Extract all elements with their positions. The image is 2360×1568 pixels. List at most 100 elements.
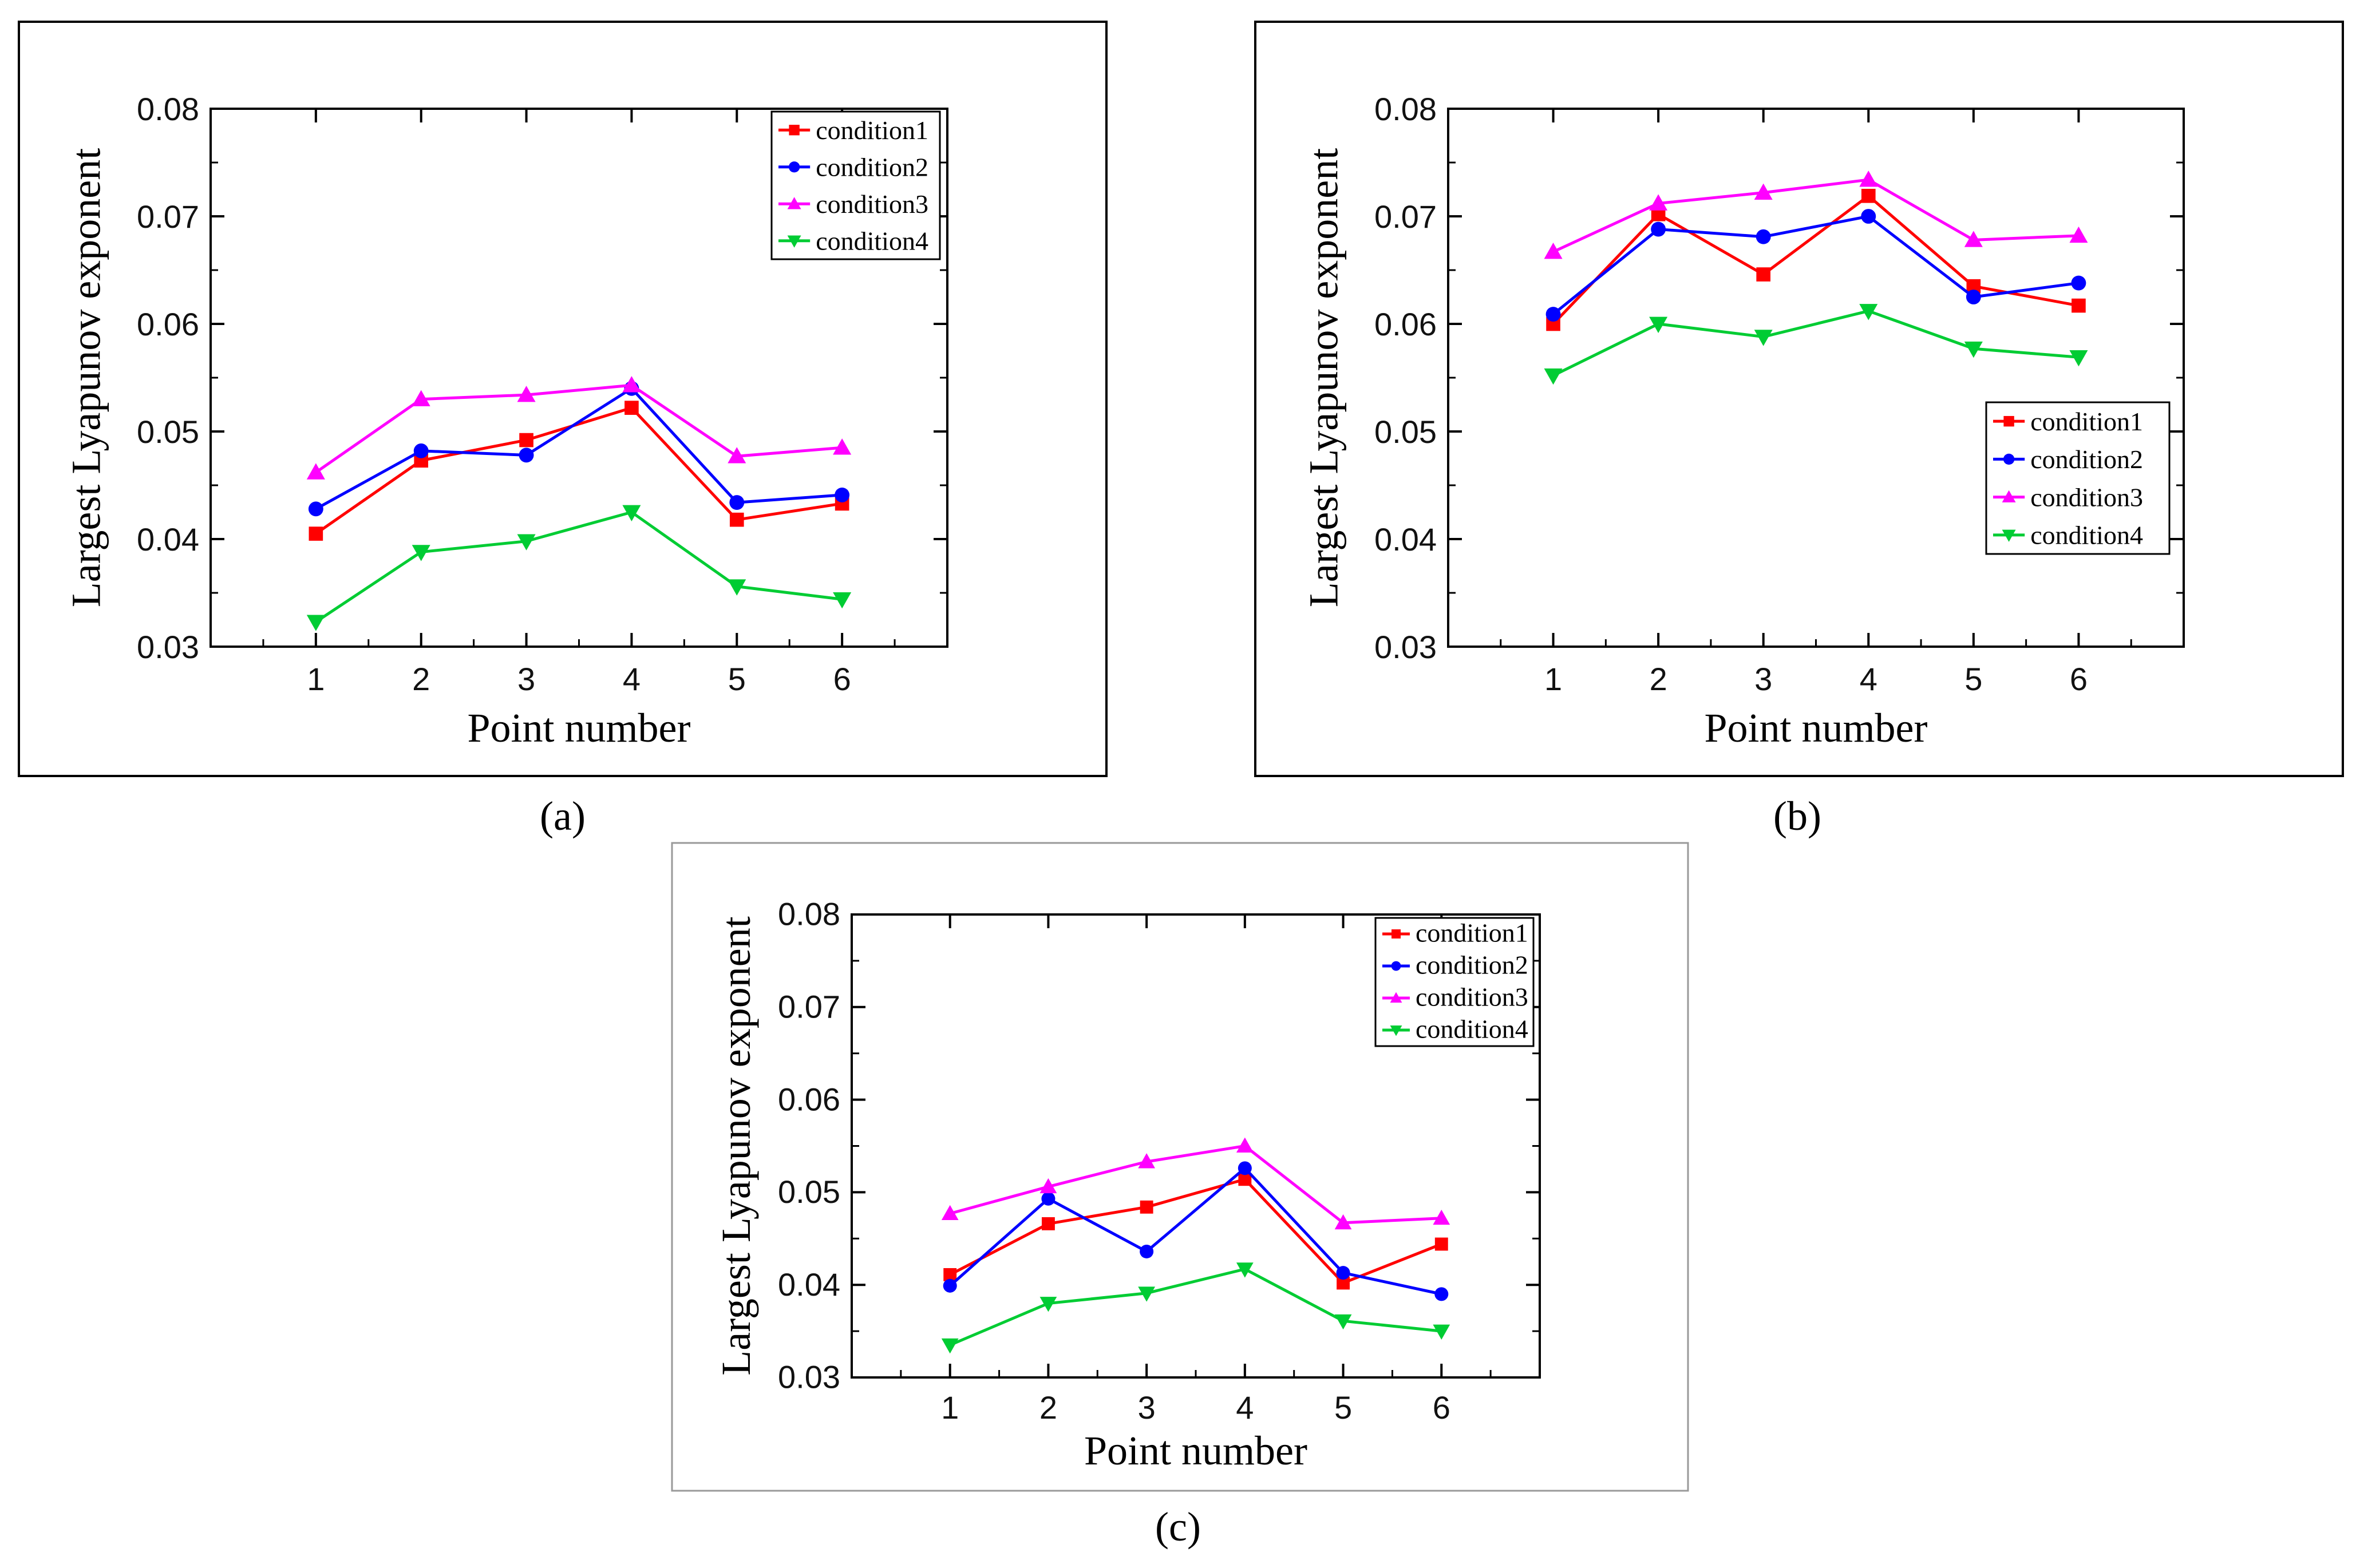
legend-label-condition2: condition2 <box>2030 445 2143 474</box>
data-point-condition4 <box>1649 316 1668 334</box>
data-point-condition3 <box>1433 1209 1450 1225</box>
panel-b-frame <box>1254 21 2344 777</box>
panel-b: 0.03 0.04 0.05 0.06 0.07 0.08 1 2 3 4 5 6 Point numb… <box>1254 21 2344 839</box>
caption-a: (a) <box>540 793 586 839</box>
y-tick-label-c: 0.05 <box>778 1174 840 1210</box>
data-point-condition3 <box>2069 226 2088 243</box>
data-point-condition1 <box>943 1268 957 1281</box>
data-point-condition3 <box>622 376 641 393</box>
y-tick-label-b: 0.04 <box>1374 521 1437 557</box>
data-point-condition3 <box>306 463 325 480</box>
data-point-condition2 <box>1434 1287 1449 1301</box>
series-line-condition4 <box>315 510 843 623</box>
x-tick-label-b: 3 <box>1754 661 1772 697</box>
data-point-condition4 <box>941 1338 959 1354</box>
data-point-condition2 <box>1545 307 1561 322</box>
data-point-condition3 <box>1649 194 1668 211</box>
y-tick-label-c: 0.06 <box>778 1081 840 1117</box>
data-point-condition2 <box>835 487 850 502</box>
x-tick-label-b: 2 <box>1650 661 1667 697</box>
y-tick-label-a: 0.04 <box>137 521 199 557</box>
data-point-condition1 <box>624 401 639 415</box>
data-point-condition1 <box>1861 188 1876 203</box>
data-point-condition4 <box>2069 350 2088 367</box>
data-point-condition1 <box>1140 1200 1153 1214</box>
y-tick-label-b: 0.08 <box>1374 91 1437 127</box>
data-point-condition4 <box>622 505 641 522</box>
data-point-condition3 <box>1236 1137 1254 1153</box>
legend-marker-condition3 <box>787 197 801 209</box>
legend-box-b <box>1985 401 2171 555</box>
data-point-condition3 <box>1138 1153 1156 1169</box>
data-point-condition4 <box>1754 330 1773 346</box>
legend-label-condition1: condition1 <box>1416 918 1528 948</box>
data-point-condition2 <box>2071 275 2086 291</box>
x-tick-label-a: 6 <box>833 661 851 697</box>
chart-c: 0.03 0.04 0.05 0.06 0.07 0.08 1 2 3 4 5 6 Point numb… <box>713 896 1541 1474</box>
data-point-condition2 <box>1651 221 1666 237</box>
data-point-condition2 <box>1336 1266 1350 1280</box>
x-axis-title-b: Point number <box>1705 705 1928 751</box>
data-point-condition4 <box>517 534 536 551</box>
x-tick-label-c: 4 <box>1236 1389 1254 1426</box>
data-point-condition4 <box>1964 341 1983 358</box>
legend-marker-condition2 <box>1391 961 1401 971</box>
y-tick-label-c: 0.07 <box>778 989 840 1025</box>
x-tick-label-b: 6 <box>2070 661 2088 697</box>
x-tick-label-c: 5 <box>1334 1389 1352 1426</box>
y-tick-label-b: 0.06 <box>1374 306 1437 342</box>
data-point-condition4 <box>1433 1324 1450 1340</box>
legend-label-condition4: condition4 <box>816 226 928 255</box>
data-point-condition4 <box>306 615 325 631</box>
y-tick-label-c: 0.03 <box>778 1359 840 1395</box>
data-point-condition1 <box>1756 267 1771 282</box>
data-point-condition3 <box>1859 171 1878 187</box>
x-axis-title-c: Point number <box>1084 1428 1307 1474</box>
data-point-condition1 <box>2072 298 2086 313</box>
x-tick-label-a: 2 <box>412 661 430 697</box>
x-tick-label-c: 1 <box>941 1389 959 1426</box>
legend-label-condition3: condition3 <box>816 189 928 219</box>
x-tick-label-a: 5 <box>728 661 746 697</box>
y-axis-title-b: Largest Lyapunov exponent <box>1300 148 1346 607</box>
data-point-condition1 <box>1337 1276 1350 1290</box>
panel-a: 0.03 0.04 0.05 0.06 0.07 0.08 1 2 3 4 5 6 Point numb… <box>18 21 1108 839</box>
data-point-condition1 <box>1434 1237 1448 1251</box>
series-line-condition1 <box>1552 194 2079 325</box>
legend-label-condition2: condition2 <box>1416 951 1528 980</box>
series-line-condition3 <box>315 383 843 474</box>
data-point-condition3 <box>1544 243 1563 259</box>
data-point-condition3 <box>1754 183 1773 200</box>
data-point-condition3 <box>517 386 536 402</box>
legend-marker-condition1 <box>2003 415 2014 427</box>
data-point-condition2 <box>1861 209 1876 224</box>
x-tick-label-b: 4 <box>1860 661 1877 697</box>
data-point-condition4 <box>1138 1286 1156 1302</box>
data-point-condition3 <box>941 1205 959 1221</box>
data-point-condition4 <box>1859 304 1878 320</box>
data-point-condition2 <box>413 443 429 458</box>
legend-marker-condition2 <box>2003 453 2015 465</box>
y-tick-label-b: 0.05 <box>1374 414 1437 450</box>
data-point-condition4 <box>728 579 746 596</box>
legend-marker-condition2 <box>788 161 800 173</box>
data-point-condition3 <box>1039 1178 1057 1194</box>
data-point-condition2 <box>1238 1161 1252 1175</box>
legend-box-c <box>1374 917 1535 1047</box>
y-tick-label-a: 0.05 <box>137 414 199 450</box>
chart-a: 0.03 0.04 0.05 0.06 0.07 0.08 1 2 3 4 5 6 Point numb… <box>63 91 948 751</box>
caption-b: (b) <box>1773 793 1821 839</box>
x-tick-label-c: 2 <box>1039 1389 1057 1426</box>
legend-label-condition1: condition1 <box>2030 407 2143 436</box>
y-tick-label-a: 0.08 <box>137 91 199 127</box>
y-axis-title-a: Largest Lyapunov exponent <box>63 148 109 607</box>
legend-marker-condition1 <box>789 125 800 136</box>
data-point-condition2 <box>519 448 534 463</box>
legend-box-a <box>770 110 941 260</box>
x-axis-title-a: Point number <box>468 705 691 751</box>
x-tick-label-a: 3 <box>517 661 535 697</box>
data-point-condition4 <box>1544 368 1563 385</box>
data-point-condition2 <box>1756 229 1771 244</box>
legend-marker-condition3 <box>1390 992 1402 1003</box>
x-tick-label-c: 6 <box>1433 1389 1450 1426</box>
